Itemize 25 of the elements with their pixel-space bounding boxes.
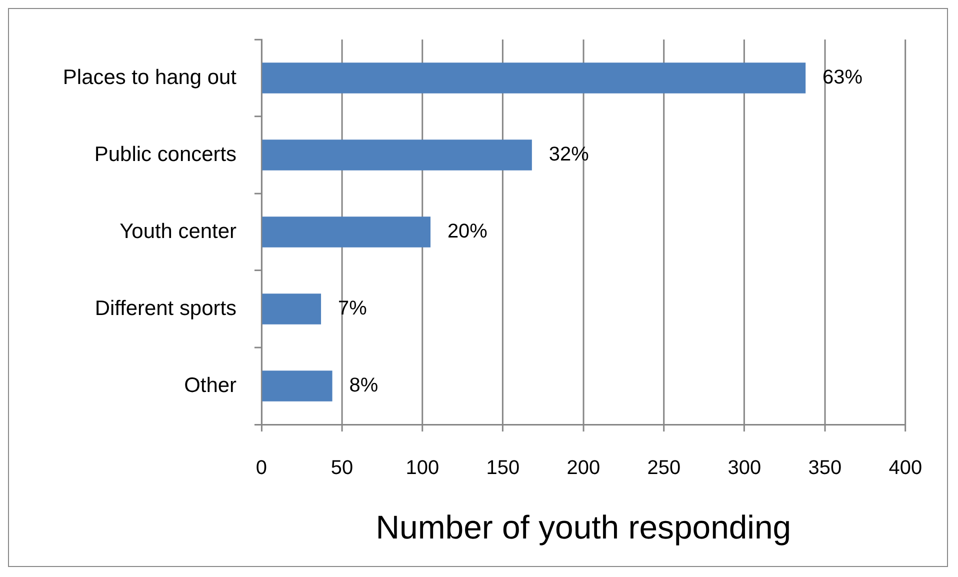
- annotation: 32%: [548, 144, 590, 166]
- x-tick-label: 250: [647, 456, 681, 479]
- x-axis-title: Number of youth responding: [376, 508, 792, 546]
- x-tick-label: 400: [888, 456, 922, 479]
- y-tick-label: Different sports: [94, 296, 237, 320]
- bar: [262, 216, 430, 248]
- x-tick-label: 350: [808, 456, 842, 479]
- bar: [262, 62, 806, 94]
- bar: [262, 294, 322, 324]
- x-tick-label: 200: [566, 456, 600, 479]
- x-tick-label: 150: [486, 456, 520, 479]
- y-tick-label: Youth center: [120, 220, 237, 243]
- y-tick-label: Public concerts: [94, 142, 237, 166]
- x-tick-label: 300: [728, 456, 762, 479]
- x-tick-label: 0: [256, 456, 268, 479]
- annotation: 63%: [822, 66, 863, 88]
- bar: [262, 140, 532, 170]
- y-tick-label: Places to hang out: [62, 66, 237, 89]
- bar: [262, 370, 332, 402]
- annotation: 7%: [338, 298, 368, 320]
- y-tick-label: Other: [184, 374, 237, 397]
- annotation: 20%: [447, 220, 488, 242]
- annotation: 8%: [349, 374, 378, 396]
- x-tick-label: 100: [406, 456, 440, 479]
- x-tick-label: 50: [330, 456, 354, 479]
